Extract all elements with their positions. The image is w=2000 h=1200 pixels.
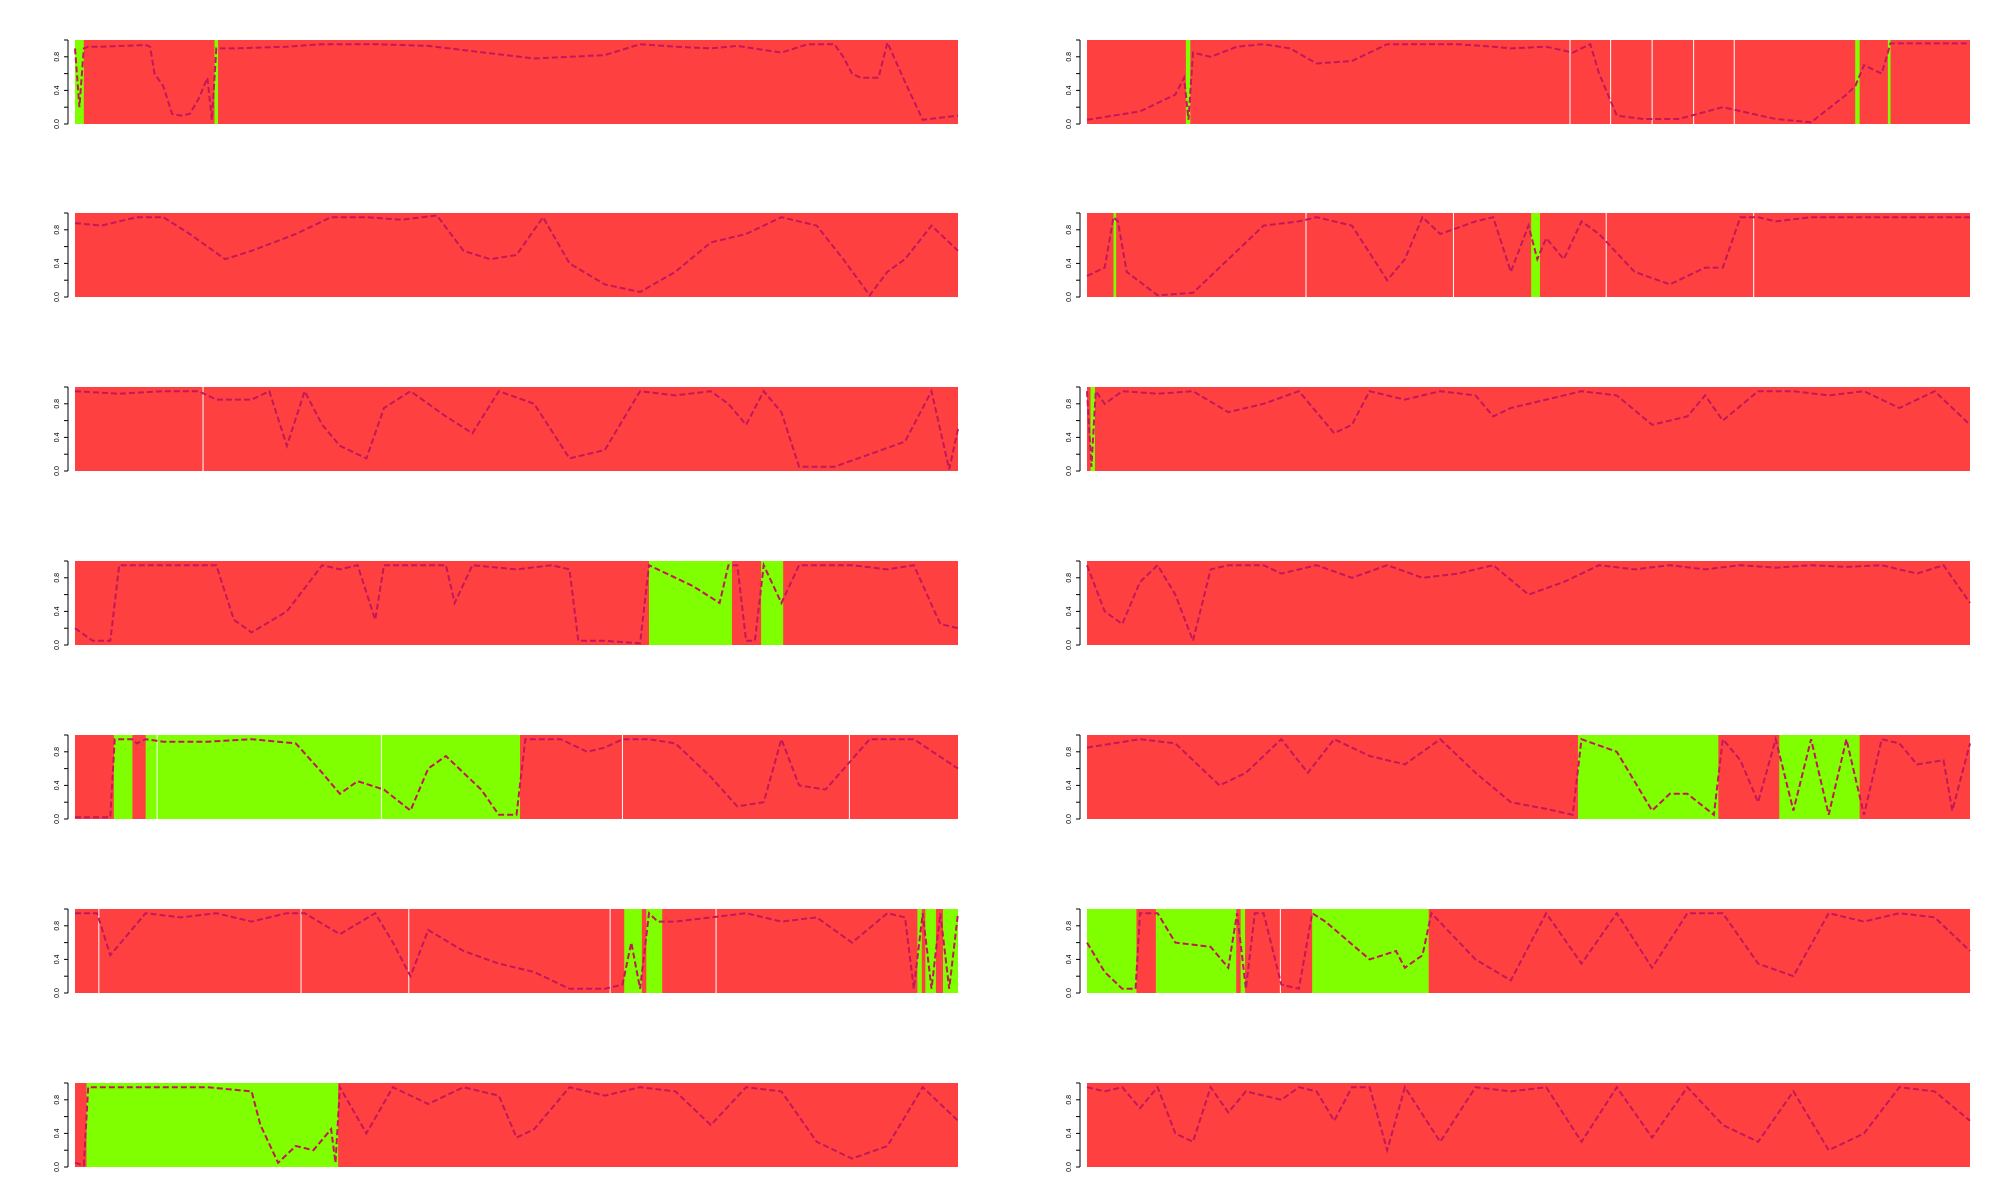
y-tick-label: 0.0 (1066, 814, 1073, 824)
y-tick-label: 0.4 (1066, 85, 1073, 95)
y-tick-label: 0.8 (54, 1095, 61, 1105)
y-tick-label: 0.4 (1066, 1128, 1073, 1138)
state-a-background (1087, 1083, 1970, 1167)
y-tick-label: 0.4 (54, 780, 61, 790)
panel-row1-left: 0.0 0.4 0.8 (54, 39, 959, 129)
series-line (74, 388, 959, 470)
y-tick-label: 0.4 (54, 432, 61, 442)
y-tick-label: 0.0 (54, 119, 61, 129)
state-b-region (761, 561, 784, 645)
state-a-background (75, 387, 958, 471)
state-b-region (86, 1083, 339, 1167)
y-tick-label: 0.4 (54, 1128, 61, 1138)
series-line (74, 39, 959, 121)
series-line (75, 736, 959, 819)
y-tick-label: 0.0 (1066, 640, 1073, 650)
y-tick-label: 0.0 (1066, 1162, 1073, 1172)
state-b-region (75, 40, 84, 124)
y-tick-label: 0.8 (54, 52, 61, 62)
y-tick-label: 0.0 (1066, 988, 1073, 998)
y-tick-label: 0.8 (1066, 1095, 1073, 1105)
y-tick-label: 0.8 (1066, 399, 1073, 409)
state-a-background (1087, 561, 1970, 645)
panel-row5-right: 0.0 0.4 0.8 (1066, 734, 1971, 824)
y-tick-label: 0.4 (1066, 606, 1073, 616)
y-tick-label: 0.0 (54, 1162, 61, 1172)
state-b-region (1577, 735, 1719, 819)
panel-row1-right: 0.0 0.4 0.8 (1066, 39, 1970, 129)
series-line (75, 911, 959, 990)
panel-row4-right: 0.0 0.4 0.8 (1066, 560, 1971, 650)
y-tick-label: 0.8 (54, 225, 61, 235)
state-a-background (75, 213, 958, 297)
series-line (1086, 735, 1971, 817)
y-tick-label: 0.4 (54, 954, 61, 964)
series-line (74, 1083, 959, 1167)
state-b-region (1240, 909, 1246, 993)
state-b-region (1312, 909, 1429, 993)
y-tick-label: 0.8 (1066, 747, 1073, 757)
y-tick-label: 0.4 (54, 258, 61, 268)
y-tick-label: 0.8 (1066, 52, 1073, 62)
series-line (1086, 1084, 1971, 1154)
state-b-region (925, 909, 936, 993)
panel-row7-right: 0.0 0.4 0.8 (1066, 1082, 1971, 1172)
series-line (1086, 42, 1970, 124)
state-b-region (113, 735, 133, 819)
state-b-region (1113, 213, 1117, 297)
panel-row5-left: 0.0 0.4 0.8 (54, 734, 959, 824)
y-tick-label: 0.0 (54, 292, 61, 302)
y-tick-label: 0.4 (54, 85, 61, 95)
series-line (1086, 388, 1971, 467)
state-b-region (646, 909, 663, 993)
panel-row4-left: 0.0 0.4 0.8 (54, 560, 959, 650)
series-line (74, 214, 959, 297)
y-tick-label: 0.8 (1066, 225, 1073, 235)
state-b-region (1155, 909, 1237, 993)
series-line (1086, 563, 1971, 645)
y-tick-label: 0.8 (54, 747, 61, 757)
state-b-region (1185, 40, 1191, 124)
y-tick-label: 0.4 (54, 606, 61, 616)
state-a-background (1087, 387, 1970, 471)
state-b-region (917, 909, 922, 993)
y-tick-label: 0.0 (1066, 119, 1073, 129)
panel-row3-left: 0.0 0.4 0.8 (54, 386, 959, 476)
state-b-region (1887, 40, 1891, 124)
state-b-region (1531, 213, 1540, 297)
panel-row2-left: 0.0 0.4 0.8 (54, 212, 959, 302)
panel-row7-left: 0.0 0.4 0.8 (54, 1082, 959, 1172)
y-tick-label: 0.0 (54, 640, 61, 650)
y-tick-label: 0.8 (1066, 573, 1073, 583)
series-line (1086, 215, 1970, 297)
panel-row3-right: 0.0 0.4 0.8 (1066, 386, 1971, 476)
state-b-region (214, 40, 219, 124)
y-tick-label: 0.0 (1066, 292, 1073, 302)
state-a-background (1087, 40, 1970, 124)
y-tick-label: 0.0 (54, 988, 61, 998)
state-a-background (75, 909, 958, 993)
y-tick-label: 0.0 (54, 466, 61, 476)
y-tick-label: 0.4 (1066, 258, 1073, 268)
y-tick-label: 0.4 (1066, 780, 1073, 790)
y-tick-label: 0.0 (1066, 466, 1073, 476)
y-tick-label: 0.8 (54, 921, 61, 931)
state-a-background (75, 40, 958, 124)
panel-row6-left: 0.0 0.4 0.8 (54, 908, 959, 998)
state-b-region (145, 735, 521, 819)
series-line (1086, 911, 1971, 991)
y-tick-label: 0.8 (54, 573, 61, 583)
panel-row6-right: 0.0 0.4 0.8 (1066, 908, 1971, 998)
state-a-background (75, 561, 958, 645)
y-tick-label: 0.8 (1066, 921, 1073, 931)
state-b-region (1087, 909, 1137, 993)
panel-row2-right: 0.0 0.4 0.8 (1066, 212, 1970, 302)
y-tick-label: 0.4 (1066, 954, 1073, 964)
y-tick-label: 0.4 (1066, 432, 1073, 442)
y-tick-label: 0.8 (54, 399, 61, 409)
y-tick-label: 0.0 (54, 814, 61, 824)
